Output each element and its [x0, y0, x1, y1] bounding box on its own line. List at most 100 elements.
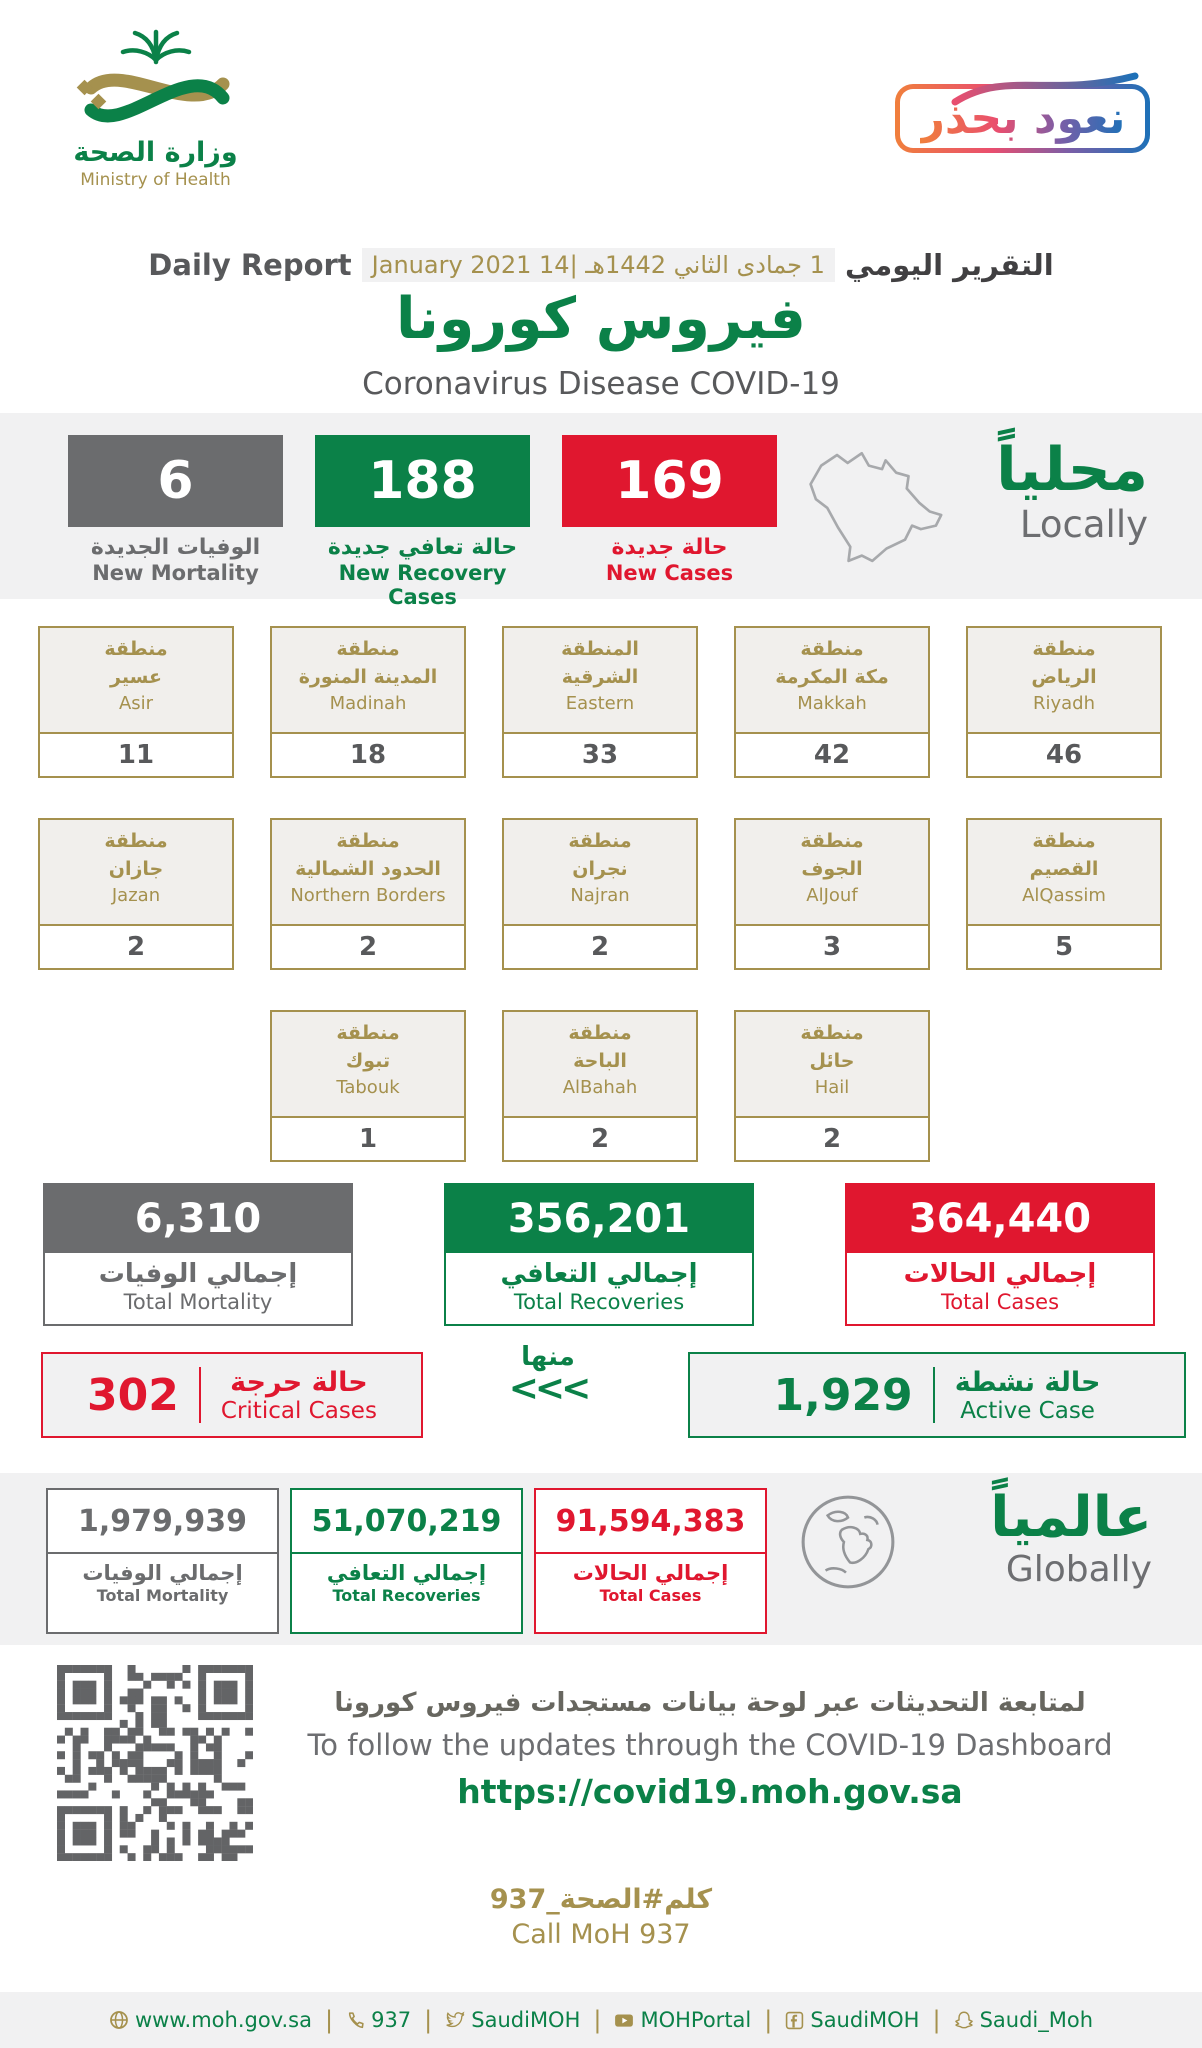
globally-title-arabic: عالمياً	[990, 1485, 1152, 1550]
footer-youtube: MOHPortal	[614, 2008, 751, 2032]
facebook-icon	[786, 2011, 804, 2029]
region-name-en: AlJouf	[806, 885, 858, 907]
total-mortality-label-en: Total Mortality	[123, 1290, 273, 1314]
new-recoveries-label-en: New Recovery Cases	[338, 561, 507, 609]
region-name-ar2: حائل	[809, 1049, 855, 1072]
region-name-en: Madinah	[329, 693, 407, 715]
footer-phone: 937	[346, 2008, 411, 2032]
region-value: 2	[736, 1116, 928, 1160]
page-title-arabic: فيروس كورونا	[396, 286, 806, 352]
total-cases-card: 364,440 إجمالي الحالات Total Cases	[845, 1183, 1155, 1326]
region-value: 33	[504, 732, 696, 776]
global-recoveries-label-en: Total Recoveries	[332, 1586, 481, 1605]
total-recoveries-label-en: Total Recoveries	[513, 1290, 685, 1314]
region-name-ar: المنطقة	[561, 638, 639, 660]
return-with-caution-badge: نعود بحذر	[895, 72, 1150, 153]
saudi-arabia-map-icon	[809, 451, 943, 563]
footer-facebook: SaudiMOH	[785, 2008, 919, 2032]
region-value: 11	[40, 732, 232, 776]
footer-website-text: www.moh.gov.sa	[134, 2008, 312, 2032]
locally-stats: 6 الوفيات الجديدة New Mortality 188 حالة…	[68, 435, 777, 609]
active-cases-box: 1,929 حالة نشطة Active Case	[688, 1352, 1186, 1438]
snapchat-icon	[954, 2011, 973, 2029]
call-moh-english: Call MoH 937	[511, 1919, 691, 1950]
separator: |	[764, 2006, 773, 2034]
new-cases-label-en: New Cases	[605, 561, 734, 585]
footer-website: www.moh.gov.sa	[109, 2008, 312, 2032]
region-card-asir: منطقة عسير Asir 11	[38, 626, 234, 778]
region-value: 2	[504, 924, 696, 968]
region-value: 2	[504, 1116, 696, 1160]
region-value: 1	[272, 1116, 464, 1160]
active-cases-label-ar: حالة نشطة	[954, 1366, 1101, 1398]
region-value: 18	[272, 732, 464, 776]
region-card-eastern: المنطقة الشرقية Eastern 33	[502, 626, 698, 778]
total-recoveries-card: 356,201 إجمالي التعافي Total Recoveries	[444, 1183, 754, 1326]
region-card-alqassim: منطقة القصيم AlQassim 5	[966, 818, 1162, 970]
region-name-en: Jazan	[111, 885, 161, 907]
region-card-najran: منطقة نجران Najran 2	[502, 818, 698, 970]
global-recoveries-card: 51,070,219 إجمالي التعافي Total Recoveri…	[290, 1488, 523, 1634]
footer-twitter-text: SaudiMOH	[471, 2008, 581, 2032]
of-which-indicator: منها <<<	[498, 1342, 598, 1409]
region-value: 46	[968, 732, 1160, 776]
daily-report-label-en: Daily Report	[148, 248, 352, 282]
region-name-ar: منطقة	[800, 830, 864, 852]
critical-cases-label-ar: حالة حرجة	[230, 1366, 368, 1398]
region-name-ar: منطقة	[1032, 830, 1096, 852]
footer-contact-bar: www.moh.gov.sa | 937 | SaudiMOH | MOHPor…	[0, 1992, 1202, 2048]
region-value: 5	[968, 924, 1160, 968]
region-name-ar: منطقة	[104, 638, 168, 660]
global-mortality-label-ar: إجمالي الوفيات	[82, 1561, 243, 1585]
of-which-label: منها	[521, 1342, 575, 1372]
daily-report-label-ar: التقرير اليومي	[844, 248, 1054, 282]
locally-section: 6 الوفيات الجديدة New Mortality 188 حالة…	[0, 413, 1202, 609]
region-name-ar2: جازان	[108, 857, 164, 880]
global-cases-card: 91,594,383 إجمالي الحالات Total Cases	[534, 1488, 767, 1634]
logo-arabic-name: وزارة الصحة	[73, 137, 238, 168]
region-name-ar2: الجوف	[801, 857, 863, 880]
chevron-left-arrows-icon: <<<	[508, 1368, 592, 1409]
footer-snapchat: Saudi_Moh	[954, 2008, 1093, 2032]
region-name-ar2: القصيم	[1029, 857, 1099, 880]
region-name-en: Asir	[118, 693, 154, 715]
moh-logo: وزارة الصحة Ministry of Health	[48, 26, 263, 190]
global-recoveries-label-ar: إجمالي التعافي	[326, 1561, 487, 1585]
region-name-ar: منطقة	[800, 638, 864, 660]
locally-title: محلياً Locally	[996, 437, 1148, 546]
new-recoveries-label-ar: حالة تعافي جديدة	[327, 535, 518, 560]
call-moh: كلم#الصحة_937 Call MoH 937	[0, 1884, 1202, 1950]
logo-english-name: Ministry of Health	[80, 170, 231, 190]
region-card-tabouk: منطقة تبوك Tabouk 1	[270, 1010, 466, 1162]
youtube-icon	[615, 2014, 634, 2027]
region-card-aljouf: منطقة الجوف AlJouf 3	[734, 818, 930, 970]
global-cases-label-ar: إجمالي الحالات	[572, 1561, 729, 1585]
separator: |	[424, 2006, 433, 2034]
separator: |	[932, 2006, 941, 2034]
region-name-ar: منطقة	[104, 830, 168, 852]
total-mortality-card: 6,310 إجمالي الوفيات Total Mortality	[43, 1183, 353, 1326]
region-value: 42	[736, 732, 928, 776]
footer-twitter: SaudiMOH	[445, 2008, 580, 2032]
locally-title-arabic: محلياً	[996, 435, 1148, 505]
new-mortality-value: 6	[68, 435, 283, 527]
new-mortality-label-en: New Mortality	[92, 561, 259, 585]
region-card-jazan: منطقة جازان Jazan 2	[38, 818, 234, 970]
separator: |	[593, 2006, 602, 2034]
region-name-en: Hail	[814, 1077, 850, 1099]
globe-icon	[110, 2011, 128, 2029]
global-recoveries-value: 51,070,219	[292, 1490, 521, 1554]
active-cases-value: 1,929	[773, 1369, 913, 1421]
globally-section: 1,979,939 إجمالي الوفيات Total Mortality…	[0, 1473, 1202, 1645]
region-name-en: Tabouk	[336, 1077, 400, 1099]
region-card-riyadh: منطقة الرياض Riyadh 46	[966, 626, 1162, 778]
badge-swoosh-icon	[951, 72, 1139, 106]
region-name-en: AlBahah	[562, 1077, 638, 1099]
critical-cases-value: 302	[87, 1369, 179, 1421]
dashboard-line-english: To follow the updates through the COVID-…	[307, 1728, 1113, 1762]
region-name-ar2: الباحة	[573, 1049, 627, 1072]
dashboard-url-link[interactable]: https://covid19.moh.gov.sa	[457, 1772, 963, 1811]
total-recoveries-value: 356,201	[446, 1185, 752, 1253]
region-name-en: Makkah	[797, 693, 867, 715]
